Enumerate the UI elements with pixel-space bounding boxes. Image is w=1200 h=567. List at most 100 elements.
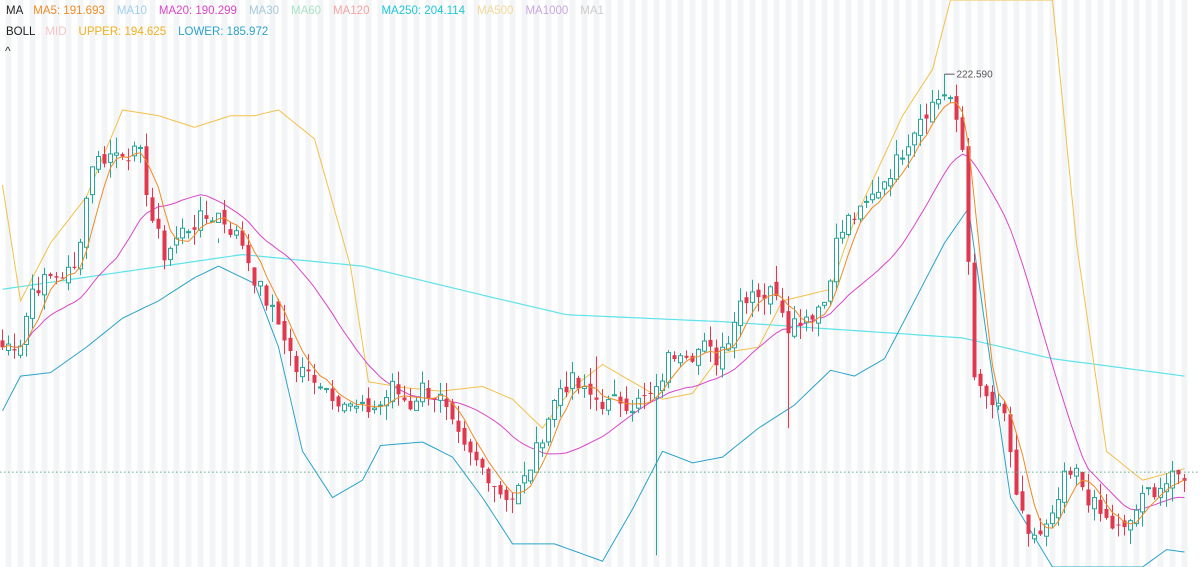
candle-body (912, 132, 917, 146)
candle-body (810, 315, 815, 320)
candle-body (78, 241, 83, 270)
candle (756, 283, 761, 312)
background-band (617, 0, 624, 567)
background-band (989, 0, 996, 567)
candle (588, 368, 593, 410)
candle (282, 304, 287, 355)
background-band (1145, 0, 1152, 567)
ma-ma60-legend[interactable]: MA60 (291, 5, 321, 17)
candle-body (870, 193, 875, 201)
candle (138, 144, 143, 163)
background-band (593, 0, 600, 567)
candle (426, 379, 431, 406)
background-band (665, 0, 672, 567)
candle-body (1056, 499, 1061, 519)
ma-legend-name: MA5 (33, 5, 57, 17)
ma-ma20-legend[interactable]: MA20: 190.299 (158, 5, 237, 17)
candle-body (324, 388, 329, 391)
candle-body (954, 96, 959, 120)
candle-body (714, 347, 719, 366)
candle (1176, 469, 1181, 485)
candle (984, 384, 989, 409)
candle-body (6, 343, 11, 351)
ma-legend-title[interactable]: MA (6, 5, 24, 17)
background-band (209, 0, 216, 567)
ma-legend-name: MA250 (381, 5, 418, 17)
candle-body (1044, 523, 1049, 537)
candle-body (282, 320, 287, 341)
ma-ma120-legend[interactable]: MA120 (333, 5, 369, 17)
ma-ma250-legend[interactable]: MA250: 204.114 (381, 5, 466, 17)
candle-body (1086, 489, 1091, 506)
candle-body (570, 372, 575, 389)
candle (72, 252, 77, 270)
candle-body (642, 395, 647, 397)
background-band (161, 0, 168, 567)
candle-body (354, 405, 359, 409)
candle (1056, 487, 1061, 526)
candle (276, 298, 281, 325)
background-band (797, 0, 804, 567)
ma-legend-name: MA1000 (525, 5, 569, 17)
boll-legend-value: 185.972 (226, 26, 269, 38)
boll-mid-legend[interactable]: MID (45, 26, 66, 38)
candle (84, 196, 89, 260)
background-band (785, 0, 792, 567)
candle-body (348, 403, 353, 407)
candle-body (438, 393, 443, 401)
candle-body (942, 94, 947, 97)
background-band (605, 0, 612, 567)
candle-body (1062, 470, 1067, 503)
candle (12, 333, 17, 359)
candle-body (516, 484, 521, 505)
candle (396, 371, 401, 406)
candle (1110, 504, 1115, 530)
background-band (149, 0, 156, 567)
collapse-legend-icon[interactable]: ^ (5, 44, 11, 58)
background-band (1037, 0, 1044, 567)
candle (162, 225, 167, 270)
candle (696, 347, 701, 375)
boll-upper-legend[interactable]: UPPER: 194.625 (78, 26, 167, 38)
candle-body (1050, 512, 1055, 525)
candle (228, 221, 233, 238)
candle (234, 225, 239, 240)
background-band (77, 0, 84, 567)
background-band (737, 0, 744, 567)
ma-ma1-legend[interactable]: MA1 (580, 5, 604, 17)
background-band (125, 0, 132, 567)
ma-ma1000-legend[interactable]: MA1000 (525, 5, 568, 17)
candle-body (360, 401, 365, 404)
ma20-line (2, 153, 1185, 511)
candle-body (624, 398, 629, 411)
boll-lower-legend[interactable]: LOWER: 185.972 (178, 26, 269, 38)
background-band (17, 0, 24, 567)
background-band (413, 0, 420, 567)
ma5-layer (2, 102, 1185, 529)
candle-body (936, 98, 941, 105)
background-band (809, 0, 816, 567)
background-band (725, 0, 732, 567)
candle (336, 394, 341, 413)
candle (390, 373, 395, 409)
background-band (1133, 0, 1140, 567)
candle-body (960, 117, 965, 150)
background-band (497, 0, 504, 567)
ma-ma10-legend[interactable]: MA10 (117, 5, 147, 17)
candle (78, 238, 83, 276)
candle (846, 213, 851, 237)
candle (906, 134, 911, 168)
ma-ma5-legend[interactable]: MA5: 191.693 (33, 5, 105, 17)
ma-legend-value: 191.693 (63, 5, 105, 17)
candle (240, 221, 245, 250)
candle-body (858, 205, 863, 220)
ma-ma500-legend[interactable]: MA500 (477, 5, 513, 17)
candle-body (906, 146, 911, 156)
candle (576, 375, 581, 394)
boll-legend-title[interactable]: BOLL (6, 26, 36, 38)
candle-body (150, 197, 155, 221)
ma-ma30-legend[interactable]: MA30 (249, 5, 279, 17)
candle (150, 187, 155, 224)
candle (660, 373, 665, 398)
